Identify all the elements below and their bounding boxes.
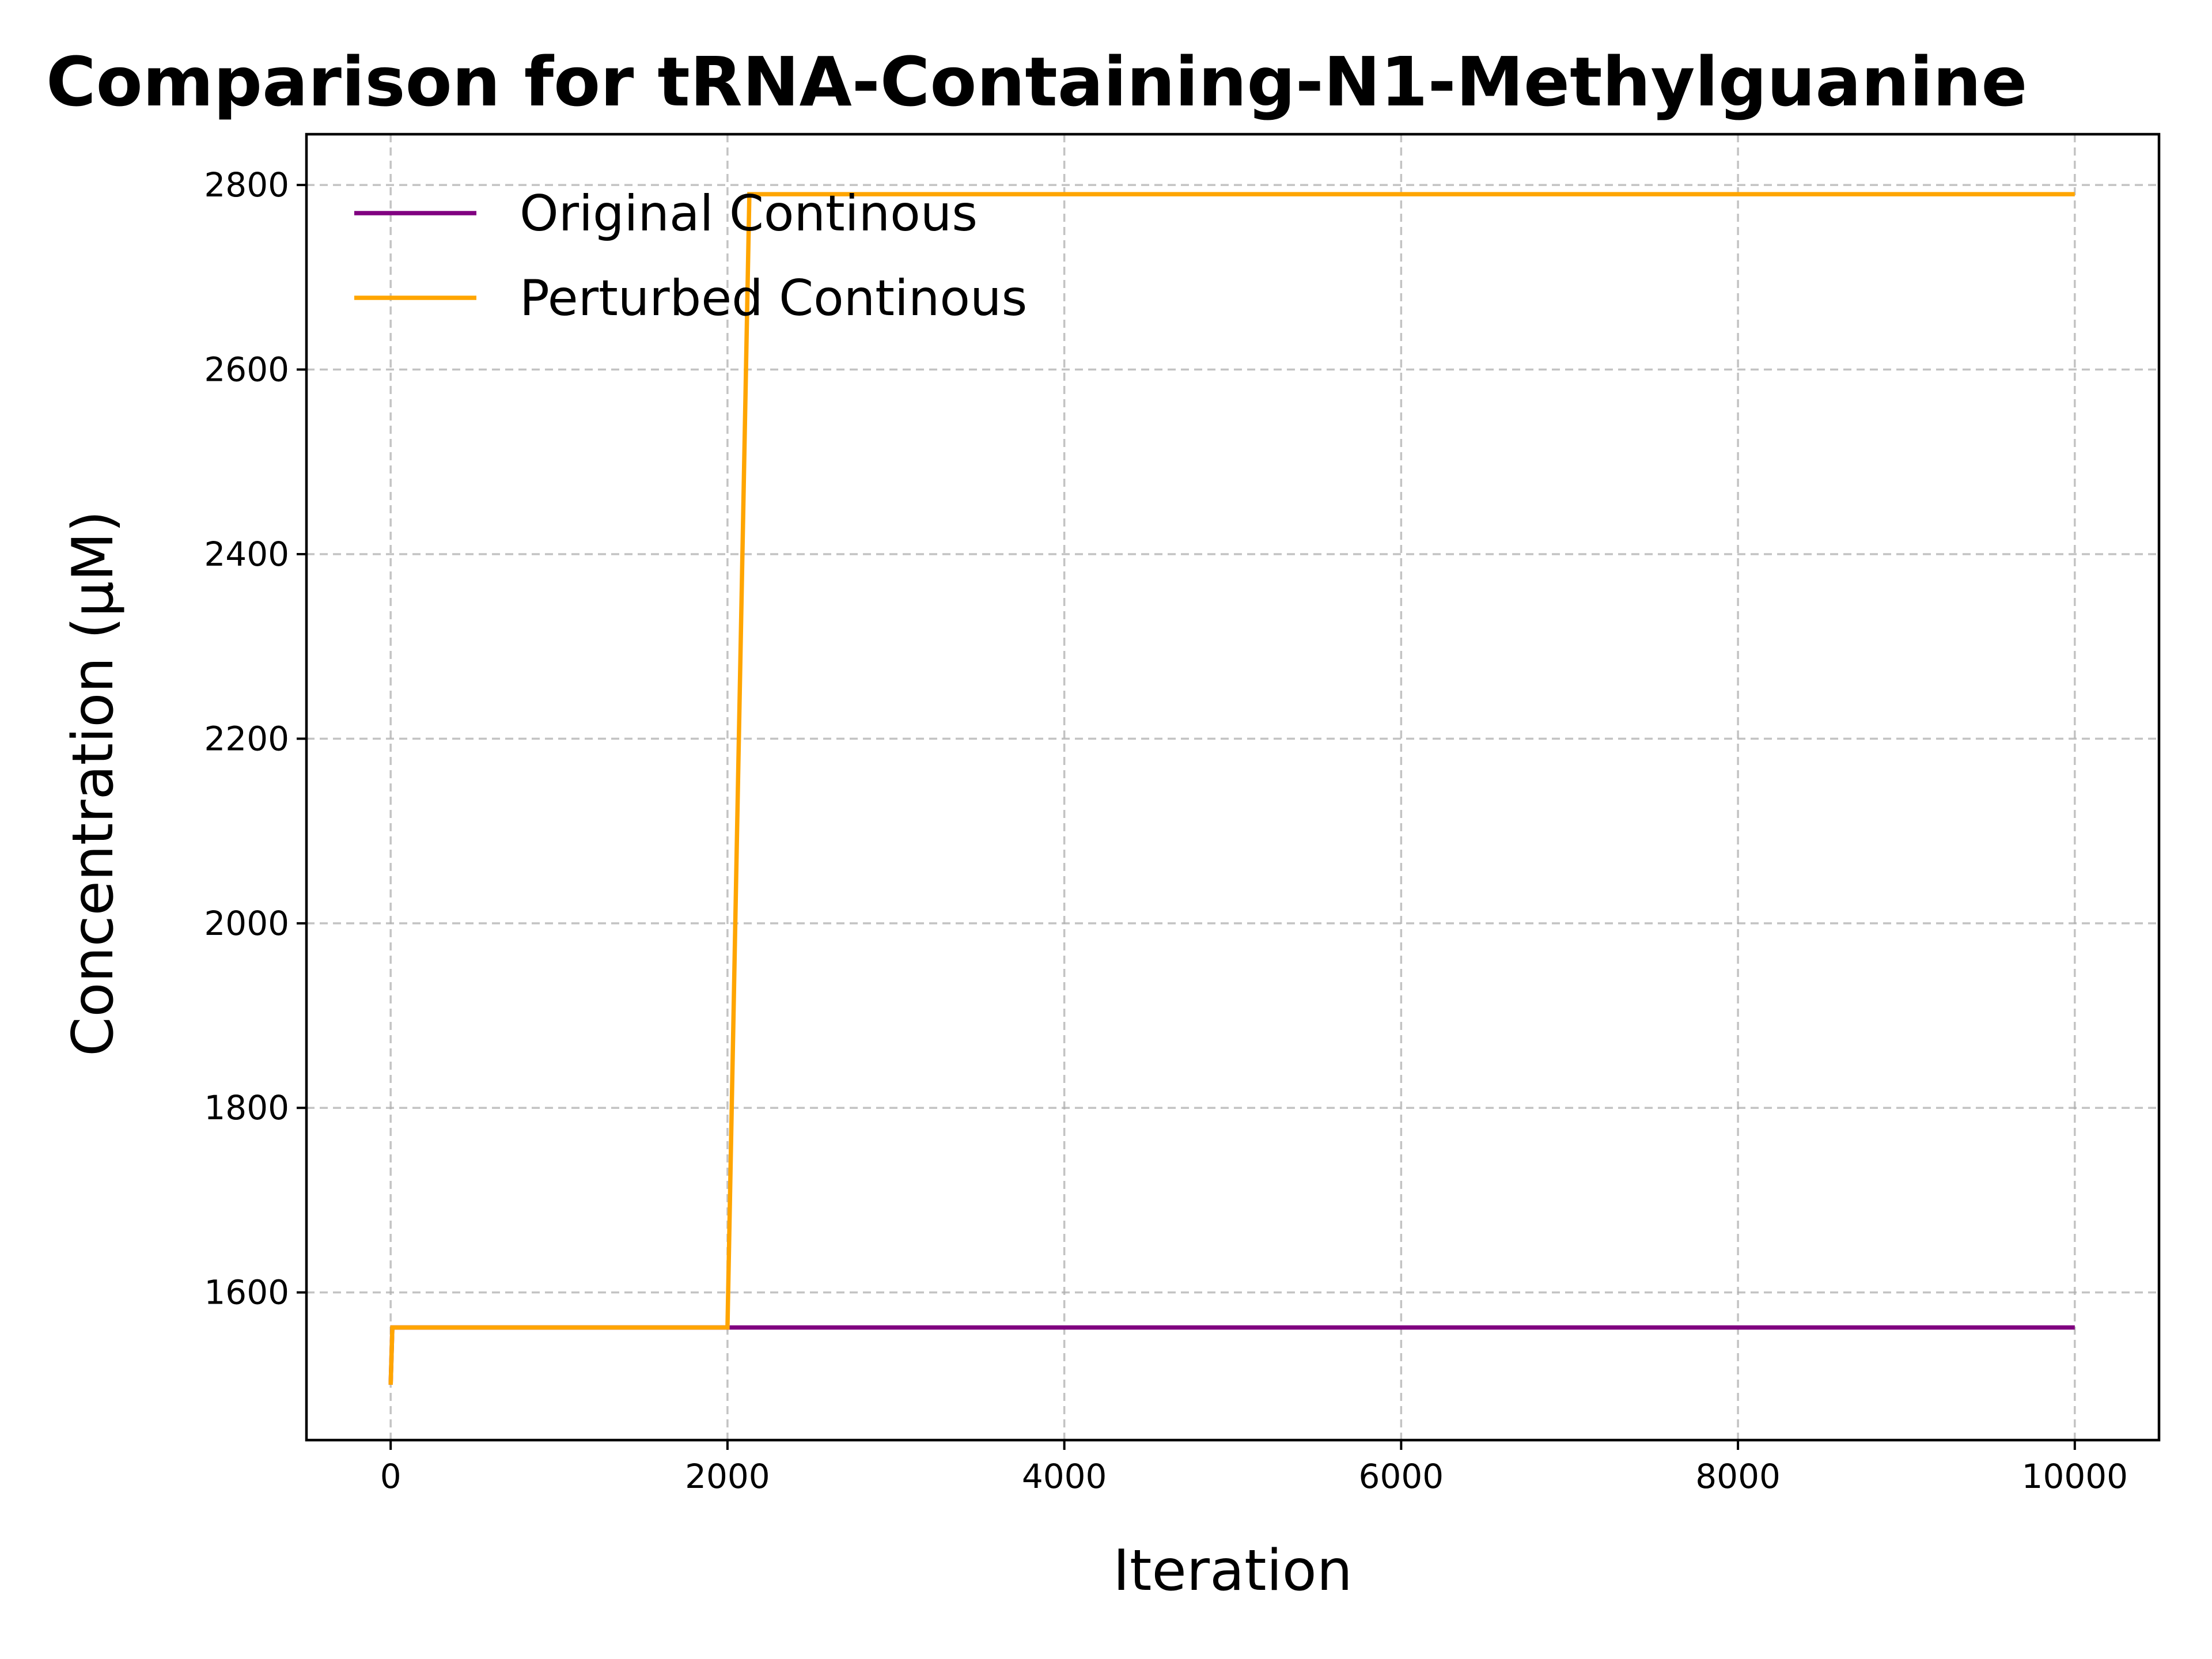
y-tick-label: 2200	[204, 719, 289, 758]
chart-title: Comparison for tRNA-Containing-N1-Methyl…	[46, 42, 2027, 122]
y-tick-label: 2600	[204, 350, 289, 389]
x-tick-label: 10000	[2022, 1457, 2128, 1496]
series-line-original	[388, 1325, 2075, 1385]
legend-label: Perturbed Continous	[520, 270, 1027, 327]
legend-label: Original Continous	[520, 185, 978, 243]
plot-frame	[305, 132, 2161, 1442]
y-tick-label: 2400	[204, 535, 289, 574]
x-tick-label: 8000	[1695, 1457, 1781, 1496]
y-tick-label: 1800	[204, 1088, 289, 1127]
ticks: 0 2000 4000 6000 8000 10000 1600 1800 2000 2200 24…	[204, 165, 2128, 1496]
grid	[306, 134, 2159, 1440]
y-axis-label: Concentration (μM)	[60, 510, 126, 1056]
x-tick-label: 2000	[685, 1457, 770, 1496]
x-tick-label: 0	[380, 1457, 402, 1496]
y-tick-label: 1600	[204, 1273, 289, 1312]
series-line-perturbed	[388, 192, 2075, 1385]
x-axis-label: Iteration	[1113, 1538, 1353, 1604]
x-tick-label: 6000	[1359, 1457, 1444, 1496]
series-lines	[388, 192, 2075, 1385]
y-tick-label: 2800	[204, 165, 289, 204]
y-tick-label: 2000	[204, 904, 289, 943]
x-tick-label: 4000	[1022, 1457, 1107, 1496]
legend: Original Continous Perturbed Continous	[354, 185, 1027, 327]
